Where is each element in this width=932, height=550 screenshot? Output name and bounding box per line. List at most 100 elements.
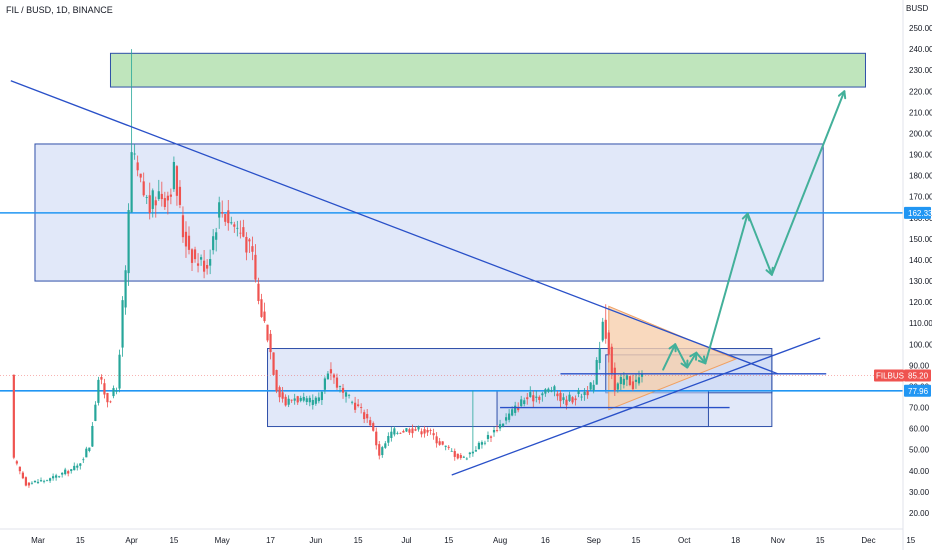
candle-body	[284, 396, 287, 406]
y-tick-label: 180.00	[909, 172, 932, 181]
candle-body	[435, 436, 438, 444]
projection-segment	[686, 351, 698, 369]
candle-body	[492, 430, 496, 433]
candle-body	[610, 346, 613, 374]
candle-body	[459, 455, 462, 458]
candle-body	[251, 246, 254, 252]
candle-body	[589, 382, 592, 390]
candle-body	[619, 376, 622, 385]
candle-body	[538, 396, 541, 401]
candle-body	[378, 444, 381, 456]
candle-body	[366, 414, 369, 419]
candle-body	[529, 392, 532, 397]
candle-body	[384, 443, 387, 448]
candle-body	[498, 424, 502, 429]
y-tick-label: 90.00	[909, 361, 930, 370]
candle-body	[154, 200, 157, 206]
candle-body	[190, 249, 194, 263]
candle-body	[483, 442, 487, 444]
candle-body	[381, 447, 384, 456]
candle-body	[559, 392, 562, 402]
candle-body	[520, 399, 523, 407]
x-tick-label: May	[215, 536, 230, 545]
candle-body	[236, 227, 239, 229]
candle-body	[553, 386, 556, 391]
x-tick-label: Jul	[401, 536, 411, 545]
candle-body	[571, 397, 574, 403]
candle-body	[169, 194, 172, 197]
level-tag-upper-text: 162.33	[908, 209, 932, 218]
candle-body	[145, 197, 148, 198]
x-tick-label: 15	[169, 536, 178, 545]
price-layer	[12, 49, 644, 488]
candle-body	[311, 399, 314, 405]
y-tick-label: 240.00	[909, 45, 932, 54]
projection-segment	[662, 343, 677, 371]
candle-body	[266, 324, 269, 341]
y-tick-label: 100.00	[909, 340, 932, 349]
candle-body	[565, 399, 568, 406]
candle-body	[199, 257, 203, 260]
candle-body	[163, 198, 166, 208]
candle-body	[124, 270, 127, 308]
candle-body	[320, 391, 323, 401]
candle-body	[148, 195, 151, 213]
candle-body	[221, 212, 224, 214]
last-price-tag-text: 85.20	[908, 372, 929, 381]
candle-body	[21, 472, 24, 479]
x-tick-label: Aug	[493, 536, 507, 545]
lower-zone	[496, 390, 709, 428]
candle-body	[290, 399, 293, 401]
candle-body	[55, 475, 58, 478]
candle-body	[61, 472, 64, 475]
candle-body	[94, 404, 97, 421]
candle-body	[308, 397, 311, 403]
candle-body	[423, 429, 426, 434]
candle-body	[275, 370, 278, 392]
candle-body	[396, 432, 399, 434]
candle-body	[260, 299, 263, 317]
candle-body	[604, 319, 607, 339]
candle-body	[453, 451, 456, 457]
projection-arrowhead	[689, 351, 698, 358]
candle-body	[544, 389, 547, 394]
candle-body	[562, 397, 565, 401]
candle-body	[465, 458, 468, 460]
candle-body	[393, 428, 396, 435]
candle-body	[212, 236, 215, 251]
last-price-tag	[904, 369, 931, 382]
candle-body	[88, 447, 91, 451]
symbol-tag	[874, 369, 904, 382]
candle-body	[209, 259, 212, 266]
candle-body	[441, 441, 444, 445]
candle-body	[269, 333, 272, 353]
candle-body	[314, 397, 317, 404]
candle-body	[462, 456, 465, 458]
candle-body	[387, 436, 390, 443]
candle-body	[444, 445, 447, 447]
candle-body	[335, 377, 339, 388]
candle-body	[239, 232, 242, 234]
candle-body	[399, 432, 402, 434]
projection-segment	[704, 212, 749, 365]
candle-body	[332, 374, 336, 378]
currency-label: BUSD	[906, 4, 929, 13]
candle-body	[637, 377, 641, 384]
candle-body	[640, 373, 644, 377]
candle-body	[18, 466, 21, 472]
candle-body	[541, 393, 544, 396]
candle-body	[360, 407, 363, 408]
x-tick-label: 17	[266, 536, 275, 545]
x-tick-label: Jun	[309, 536, 322, 545]
candle-body	[121, 300, 124, 348]
candle-body	[160, 193, 163, 200]
candle-body	[36, 481, 40, 483]
x-tick-label: Sep	[587, 536, 602, 545]
candle-body	[341, 387, 345, 393]
candle-body	[568, 394, 571, 401]
x-tick-label: Oct	[678, 536, 691, 545]
x-tick-label: 15	[444, 536, 453, 545]
candle-body	[12, 374, 15, 458]
